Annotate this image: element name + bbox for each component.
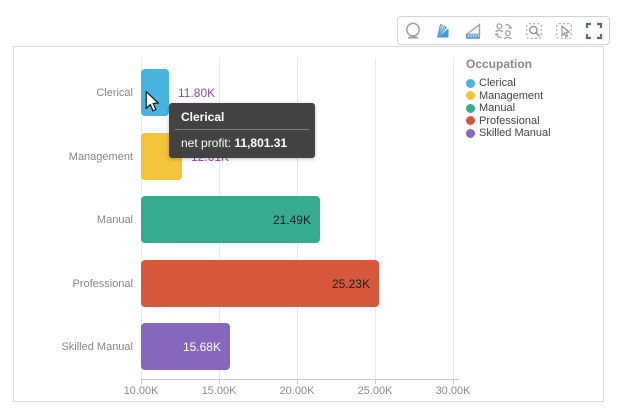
set-square-ruler-icon (463, 21, 483, 41)
x-tick-label: 20.00K (279, 385, 315, 397)
category-label: Clerical (96, 86, 133, 99)
fullscreen-button[interactable] (580, 19, 607, 42)
legend-swatch (466, 91, 475, 101)
bar-manual[interactable] (141, 196, 320, 243)
x-tick-label: 10.00K (123, 385, 159, 397)
axis-tick (453, 379, 454, 384)
zoom-selection-icon (524, 21, 544, 41)
tooltip-label: net profit: (181, 136, 232, 150)
bar-skilled-manual[interactable] (141, 323, 230, 370)
chart-card: Occupation Clerical Management Manual Profe… (13, 46, 604, 402)
category-label: Professional (72, 277, 133, 290)
legend-label: Skilled Manual (479, 127, 551, 140)
value-label: 11.80K (178, 85, 216, 100)
legend-list: Clerical Management Manual Professional Skil… (466, 77, 601, 140)
x-tick-label: 25.00K (357, 385, 393, 397)
tooltip-divider (175, 129, 309, 130)
legend-item-skilled-manual[interactable]: Skilled Manual (466, 127, 601, 140)
x-tick-label: 15.00K (201, 385, 237, 397)
fullscreen-icon (584, 21, 604, 41)
fan-flip-icon (433, 21, 453, 41)
legend: Occupation Clerical Management Manual Profe… (466, 57, 601, 140)
axis-tick (219, 379, 220, 384)
category-label: Manual (96, 213, 133, 226)
legend-swatch (466, 128, 475, 138)
axis-tick (375, 379, 376, 384)
legend-swatch (466, 103, 475, 113)
cursor-selection-button[interactable] (550, 19, 577, 42)
legend-title: Occupation (466, 57, 533, 71)
zoom-selection-button[interactable] (520, 19, 547, 42)
legend-label: Manual (479, 102, 516, 115)
axis-tick (297, 379, 298, 384)
chart-toolbar (397, 16, 610, 45)
legend-swatch (466, 116, 475, 126)
tooltip-value: 11,801.31 (234, 136, 288, 150)
legend-label: Management (479, 89, 544, 102)
bar-professional[interactable] (141, 260, 379, 307)
legend-item-clerical[interactable]: Clerical (466, 77, 601, 90)
tooltip-title: Clerical (181, 110, 225, 124)
category-label: Management (68, 150, 133, 163)
value-label: 25.23K (331, 276, 370, 291)
cursor-selection-icon (554, 21, 574, 41)
swap-users-icon (493, 21, 514, 41)
gridline (375, 58, 376, 379)
tooltip: Clerical net profit: 11,801.31 (169, 103, 315, 158)
tooltip-body: net profit: 11,801.31 (181, 136, 303, 150)
legend-label: Professional (479, 114, 540, 127)
category-label: Skilled Manual (61, 340, 133, 353)
set-square-ruler-button[interactable] (460, 19, 487, 42)
swap-users-button[interactable] (490, 19, 517, 42)
fan-flip-button[interactable] (430, 19, 457, 42)
bar-clerical[interactable] (141, 69, 169, 116)
legend-item-manual[interactable]: Manual (466, 102, 601, 115)
value-label: 21.49K (272, 212, 311, 227)
gridline (453, 58, 454, 379)
crystal-ball-button[interactable] (400, 19, 427, 42)
crystal-ball-icon (403, 21, 423, 41)
legend-item-professional[interactable]: Professional (466, 115, 601, 128)
legend-item-management[interactable]: Management (466, 90, 601, 103)
x-tick-label: 30.00K (435, 385, 471, 397)
legend-label: Clerical (479, 77, 516, 90)
legend-swatch (466, 78, 475, 88)
value-label: 15.68K (182, 339, 221, 354)
x-axis-line (141, 379, 459, 380)
axis-tick (141, 379, 142, 384)
